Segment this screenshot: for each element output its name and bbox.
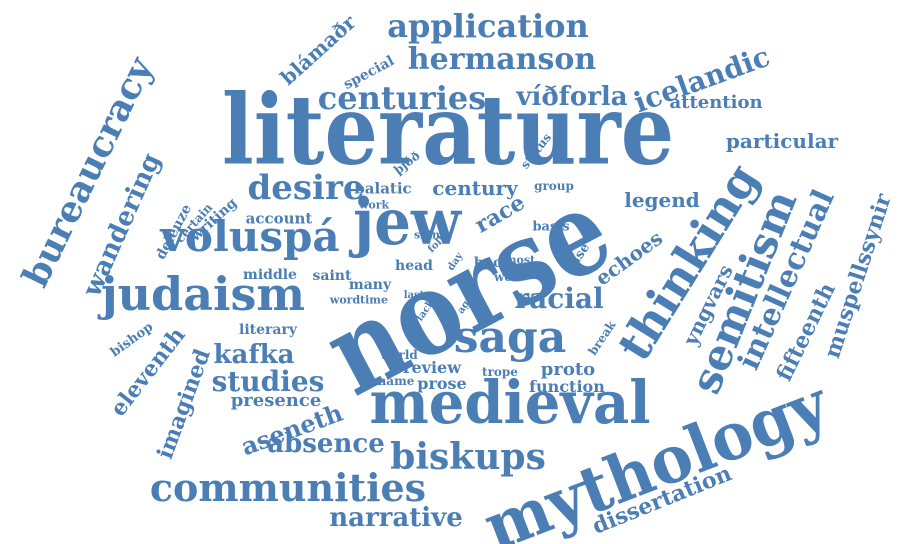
word-jew: jew (353, 184, 461, 260)
word-particular: particular (725, 129, 839, 153)
word-century: century (432, 176, 518, 200)
word-account: account (245, 209, 313, 228)
word-studies: studies (211, 365, 325, 398)
word-saga: saga (453, 312, 567, 363)
word-many: many (348, 277, 392, 293)
word-balatic: balatic (354, 179, 412, 198)
word-head: head (395, 258, 433, 274)
word-book: book (473, 255, 513, 271)
word-word: word (329, 293, 361, 307)
word-vidforla: víðforla (516, 82, 628, 112)
word-biskups: biskups (390, 436, 546, 478)
word-name: name (377, 374, 415, 388)
word-literary: literary (239, 322, 297, 338)
word-last: last (403, 290, 425, 301)
word-racial: racial (514, 282, 604, 315)
word-centuries: centuries (317, 79, 487, 117)
word-application: application (387, 7, 589, 45)
word-legend: legend (624, 188, 700, 212)
word-function: function (529, 377, 605, 396)
word-narrative: narrative (329, 503, 463, 533)
word-communities: communities (149, 465, 427, 510)
word-attention: attention (669, 92, 763, 113)
word-voluspa: voluspá (160, 212, 340, 261)
word-absence: absence (267, 429, 385, 459)
word-middle: middle (243, 267, 297, 283)
word-time: time (360, 293, 388, 307)
word-saint: saint (312, 268, 352, 284)
word-desire: desire (247, 168, 365, 208)
word-medieval: medieval (369, 368, 651, 438)
word-literature: literature (221, 72, 675, 187)
word-kafka: kafka (213, 340, 295, 370)
word-judaism: judaism (100, 267, 306, 321)
word-presence: presence (230, 390, 322, 411)
word-wolf: wolf (493, 270, 523, 284)
word-group: group (534, 179, 574, 193)
word-basis: basis (532, 219, 570, 235)
word-trope: trope (482, 365, 518, 379)
word-prose: prose (417, 374, 467, 393)
word-skin: skin (414, 228, 440, 242)
word-hermanson: hermanson (407, 42, 597, 77)
word-work: work (358, 198, 390, 212)
word-most: most (504, 253, 536, 267)
word-review: review (403, 358, 461, 377)
word-proto: proto (540, 359, 596, 380)
word-world: world (380, 348, 418, 362)
